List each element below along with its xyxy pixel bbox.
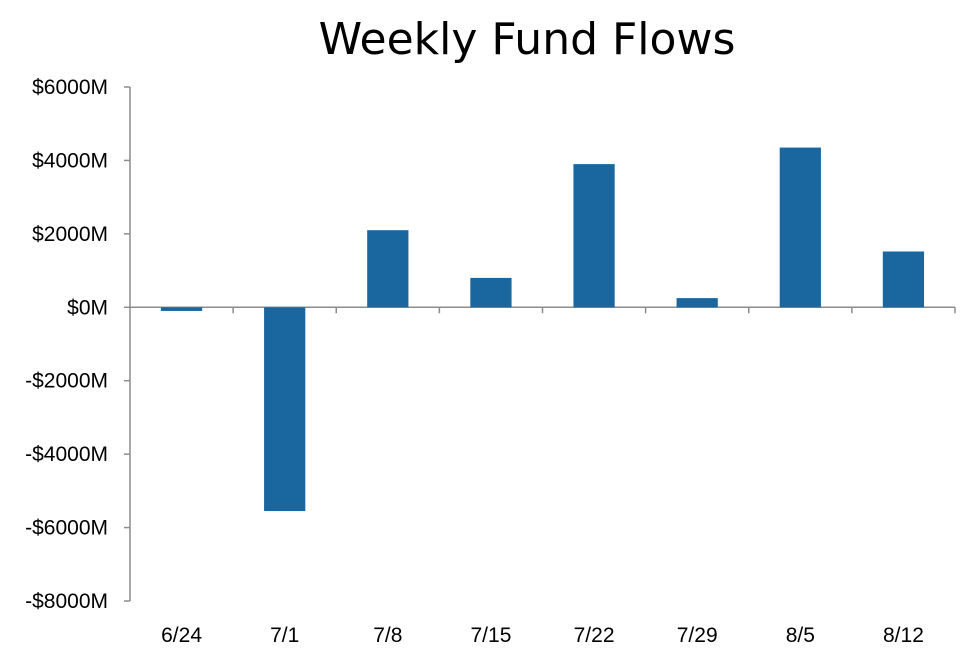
- bar-7-1: [264, 307, 306, 512]
- bar-8-12: [882, 251, 925, 308]
- x-tick-label: 8/12: [883, 624, 924, 647]
- bar-7-8: [367, 230, 409, 308]
- x-tick-label: 7/15: [471, 624, 512, 647]
- x-tick-label: 7/29: [677, 624, 718, 647]
- y-tick-label: -$8000M: [25, 590, 108, 613]
- x-tick-label: 7/22: [574, 624, 615, 647]
- x-tick-label: 7/8: [373, 624, 402, 647]
- bar-6-24: [160, 307, 203, 311]
- x-tick-label: 7/1: [270, 624, 299, 647]
- y-tick-label: $2000M: [32, 223, 108, 246]
- bar-8-5: [779, 147, 821, 308]
- y-tick-label: $6000M: [32, 76, 108, 99]
- bar-7-15: [470, 277, 512, 308]
- x-tick-label: 8/5: [786, 624, 815, 647]
- y-tick-label: -$2000M: [25, 370, 108, 393]
- y-tick-label: $4000M: [32, 149, 108, 172]
- bar-7-29: [676, 298, 718, 308]
- y-tick-label: -$6000M: [25, 517, 108, 540]
- y-tick-label: $0M: [67, 296, 108, 319]
- chart-title: Weekly Fund Flows: [318, 14, 736, 65]
- y-tick-label: -$4000M: [25, 443, 108, 466]
- bar-7-22: [573, 164, 615, 308]
- x-tick-label: 6/24: [161, 624, 202, 647]
